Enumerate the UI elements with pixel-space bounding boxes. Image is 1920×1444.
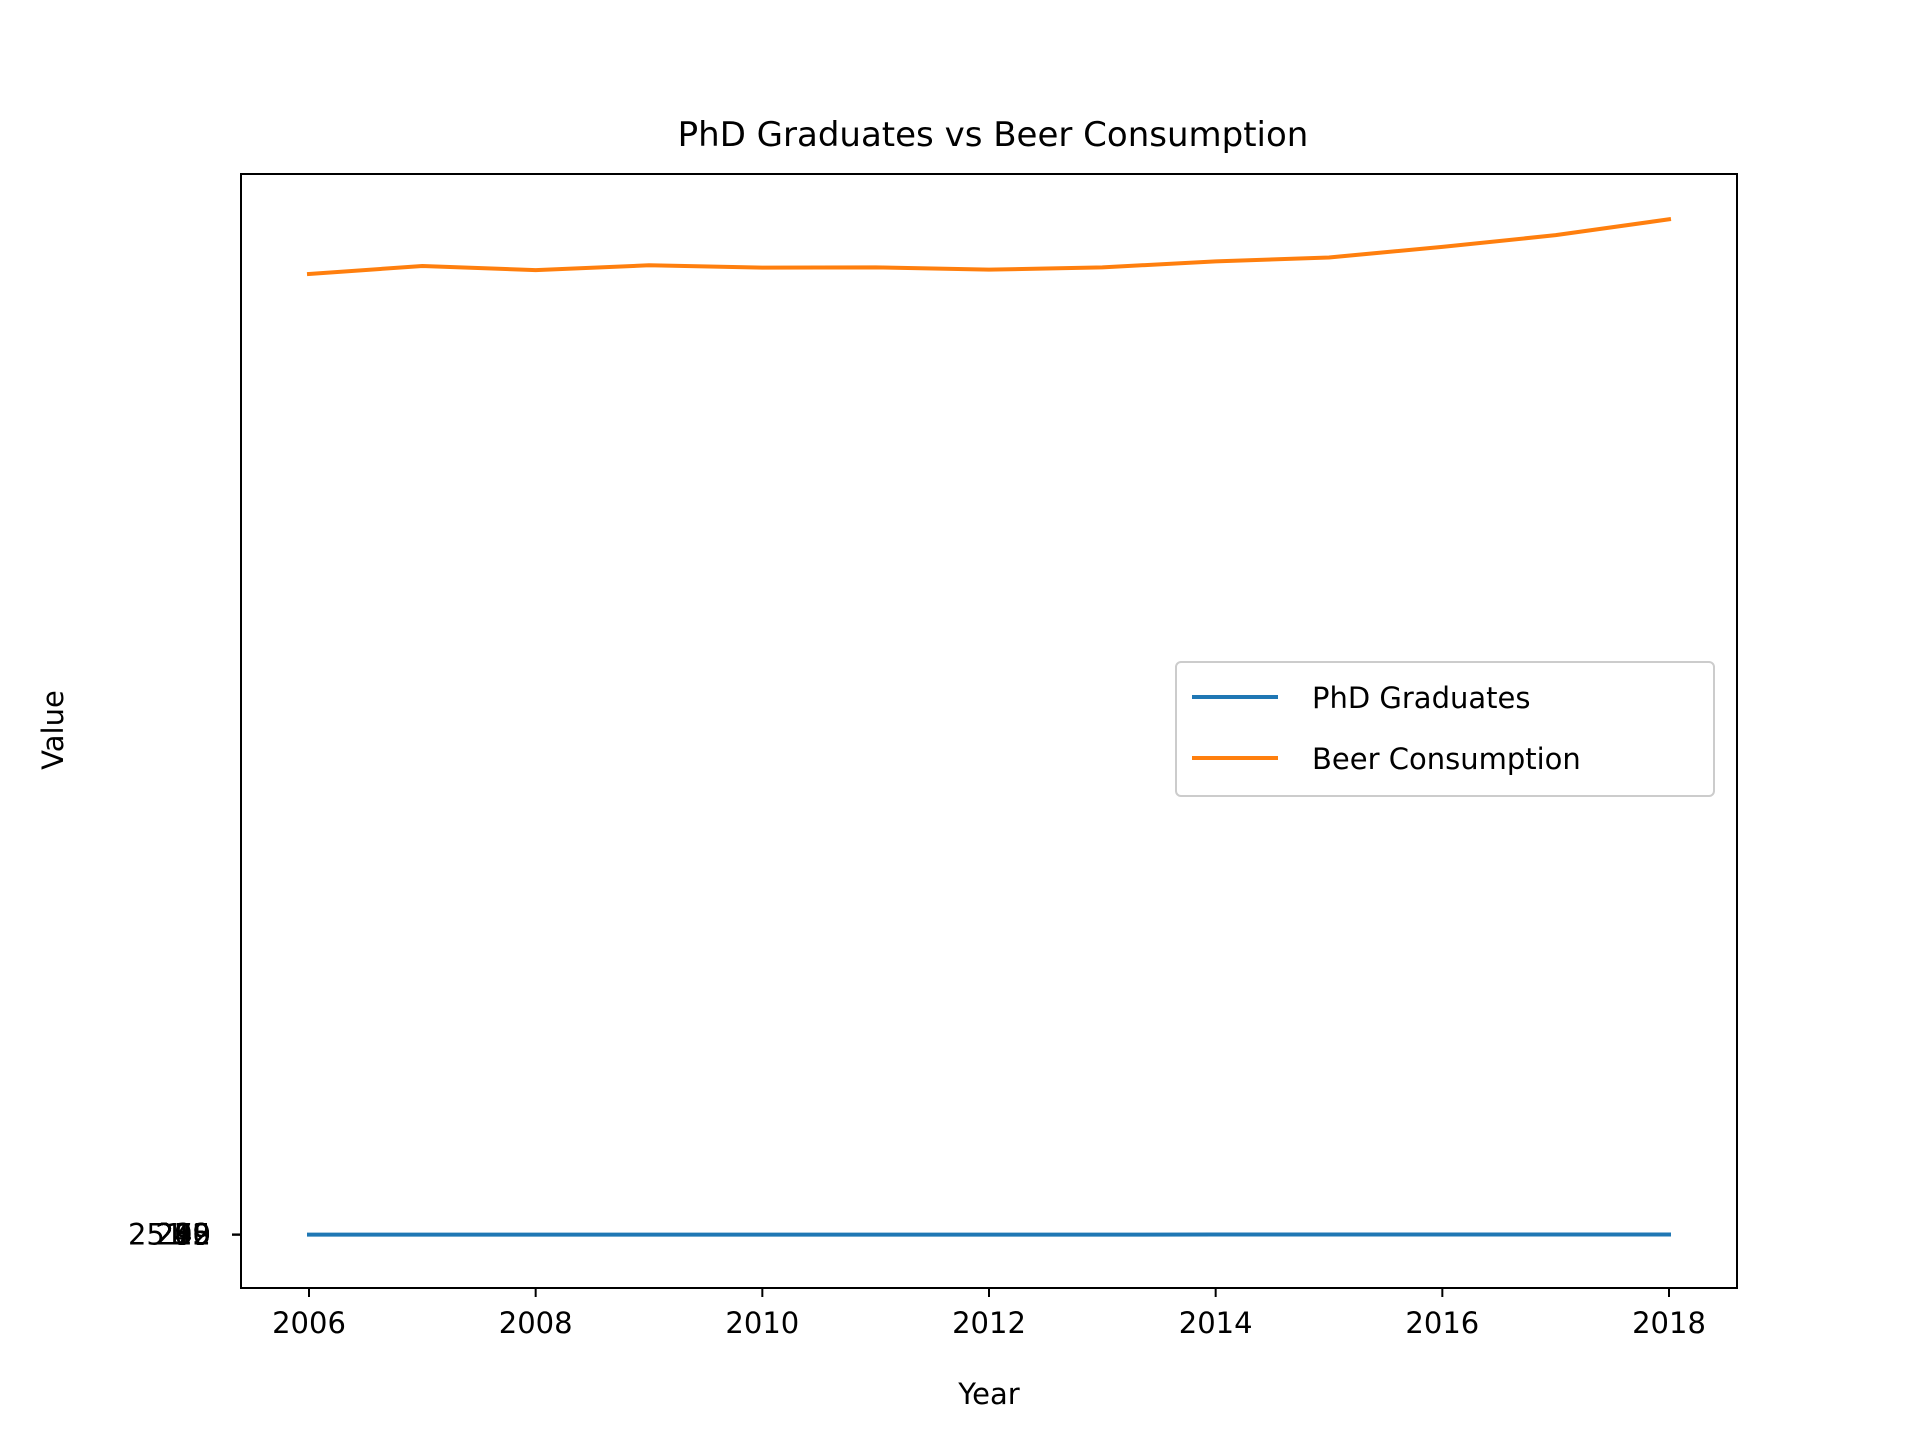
- legend: PhD Graduates Beer Consumption: [1176, 662, 1714, 796]
- y-tick-label: 290: [156, 1217, 211, 1251]
- x-tick-label: 2012: [952, 1306, 1026, 1340]
- x-tick-label: 2016: [1405, 1306, 1479, 1340]
- x-tick-label: 2018: [1632, 1306, 1706, 1340]
- legend-label-beer-consumption: Beer Consumption: [1312, 742, 1581, 776]
- legend-label-phd-graduates: PhD Graduates: [1312, 681, 1530, 715]
- x-tick-label: 2010: [725, 1306, 799, 1340]
- x-tick-label: 2006: [272, 1306, 346, 1340]
- x-tick-label: 2014: [1179, 1306, 1253, 1340]
- x-tick-label: 2008: [499, 1306, 573, 1340]
- chart-title: PhD Graduates vs Beer Consumption: [678, 115, 1309, 155]
- x-axis-label: Year: [957, 1377, 1019, 1411]
- y-axis-label: Value: [36, 690, 70, 770]
